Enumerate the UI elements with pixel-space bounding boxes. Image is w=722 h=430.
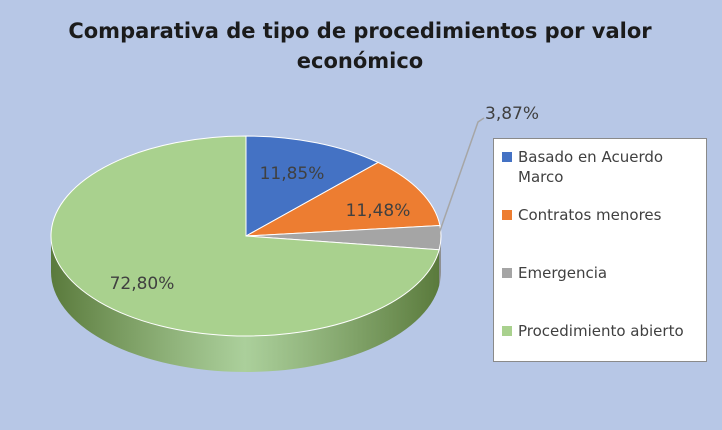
chart-title: Comparativa de tipo de procedimientos po…	[60, 16, 660, 76]
pie-slice-procedimiento-abierto	[50, 135, 440, 337]
pie-side-procedimiento-abierto	[51, 236, 440, 373]
legend-label: Basado en Acuerdo Marco	[518, 148, 664, 186]
legend-item-procedimiento-abierto: Procedimiento abierto	[502, 321, 698, 341]
legend-label: Emergencia	[518, 264, 608, 282]
pie-slice-contratos-menores	[245, 161, 441, 237]
data-label-basado-en-acuerdo-marco: 11,85%	[260, 164, 325, 184]
chart-title-line-1: Comparativa de tipo de procedimientos po…	[68, 19, 652, 43]
chart-title-line-2: económico	[296, 49, 424, 73]
chart-legend: Basado en Acuerdo Marco Contratos menore…	[493, 138, 707, 362]
legend-swatch-procedimiento-abierto	[502, 326, 512, 336]
legend-swatch-contratos-menores	[502, 210, 512, 220]
legend-label: Procedimiento abierto	[518, 322, 684, 340]
leader-line-emergencia	[438, 117, 485, 234]
pie-slice-basado-en-acuerdo-marco	[245, 135, 380, 237]
data-label-emergencia: 3,87%	[485, 104, 539, 124]
legend-label: Contratos menores	[518, 206, 662, 224]
legend-item-emergencia: Emergencia	[502, 263, 698, 283]
data-label-contratos-menores: 11,48%	[346, 201, 411, 221]
legend-item-contratos-menores: Contratos menores	[502, 205, 698, 225]
data-label-procedimiento-abierto: 72,80%	[110, 274, 175, 294]
legend-item-basado-en-acuerdo-marco: Basado en Acuerdo Marco	[502, 147, 698, 187]
legend-swatch-basado-en-acuerdo-marco	[502, 152, 512, 162]
legend-swatch-emergencia	[502, 268, 512, 278]
